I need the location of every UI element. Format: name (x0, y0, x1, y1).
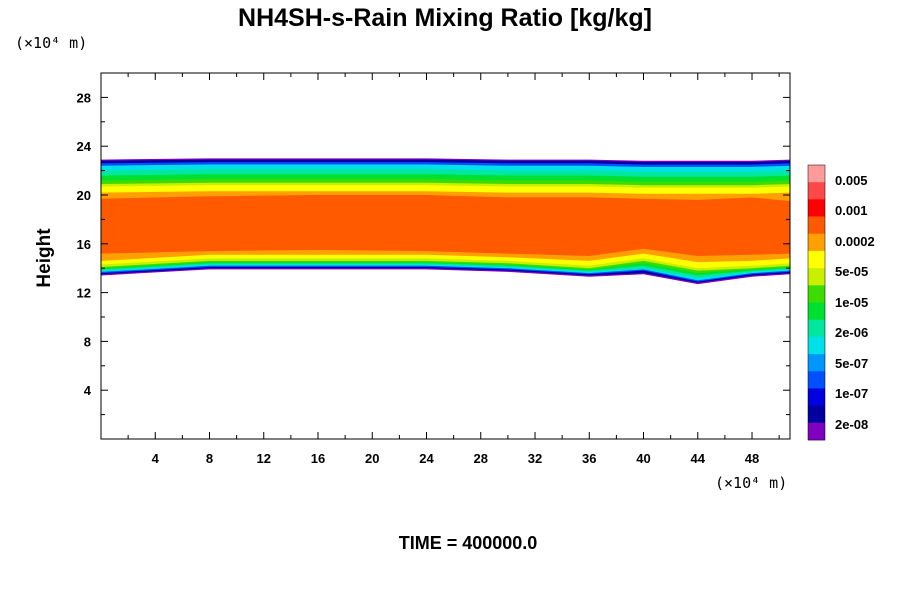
colorbar-swatch (808, 199, 825, 217)
colorbar-swatch (808, 268, 825, 286)
chart-title: NH4SH-s-Rain Mixing Ratio [kg/kg] (238, 4, 652, 32)
y-tick-label: 16 (77, 237, 91, 252)
colorbar-swatch (808, 285, 825, 303)
colorbar-swatch (808, 371, 825, 389)
x-tick-label: 16 (311, 451, 325, 466)
x-tick-label: 4 (152, 451, 160, 466)
colorbar-swatch (808, 216, 825, 235)
x-tick-label: 44 (691, 451, 706, 466)
colorbar-label: 0.001 (835, 203, 868, 218)
colorbar-swatch (808, 422, 825, 441)
y-unit-label: (×10⁴ m) (15, 34, 87, 52)
colorbar-label: 5e-07 (835, 356, 868, 371)
colorbar-label: 1e-05 (835, 295, 868, 310)
x-tick-label: 20 (365, 451, 379, 466)
colorbar-swatch (808, 250, 825, 269)
colorbar-swatch (808, 354, 825, 372)
contour-layers (101, 158, 790, 285)
colorbar: 0.005 0.001 0.0002 5e-05 1e-05 2e-06 5e-07 1e-0… (807, 164, 875, 441)
x-tick-label: 40 (636, 451, 650, 466)
colorbar-swatch (808, 388, 825, 406)
y-tick-label: 20 (77, 188, 91, 203)
x-tick-label: 8 (206, 451, 213, 466)
colorbar-label: 0.0002 (835, 234, 875, 249)
colorbar-label: 5e-05 (835, 264, 868, 279)
colorbar-swatch (808, 165, 825, 183)
colorbar-label: 0.005 (835, 173, 868, 188)
y-tick-label: 12 (77, 286, 91, 301)
colorbar-swatch (808, 405, 825, 424)
colorbar-label: 1e-07 (835, 386, 868, 401)
x-tick-label: 28 (474, 451, 488, 466)
x-tick-label: 24 (419, 451, 434, 466)
y-tick-label: 28 (77, 90, 91, 105)
plot-frame (100, 72, 791, 440)
y-tick-label: 8 (84, 334, 91, 349)
colorbar-swatch (808, 302, 825, 320)
colorbar-swatch (808, 336, 825, 355)
x-tick-label: 12 (257, 451, 271, 466)
y-tick-label: 24 (77, 139, 92, 154)
colorbar-swatch (808, 319, 825, 338)
y-tick-label: 4 (84, 383, 92, 398)
x-tick-label: 32 (528, 451, 542, 466)
colorbar-swatch (808, 182, 825, 200)
colorbar-label: 2e-06 (835, 325, 868, 340)
colorbar-frame (807, 164, 826, 441)
x-tick-label: 36 (582, 451, 596, 466)
y-axis-label: Height (34, 228, 55, 288)
x-unit-label: (×10⁴ m) (715, 474, 787, 492)
x-tick-label: 48 (745, 451, 759, 466)
contour-band-10 (101, 195, 790, 256)
colorbar-label: 2e-08 (835, 417, 868, 432)
colorbar-swatch (808, 233, 825, 252)
time-label: TIME = 400000.0 (399, 533, 538, 553)
